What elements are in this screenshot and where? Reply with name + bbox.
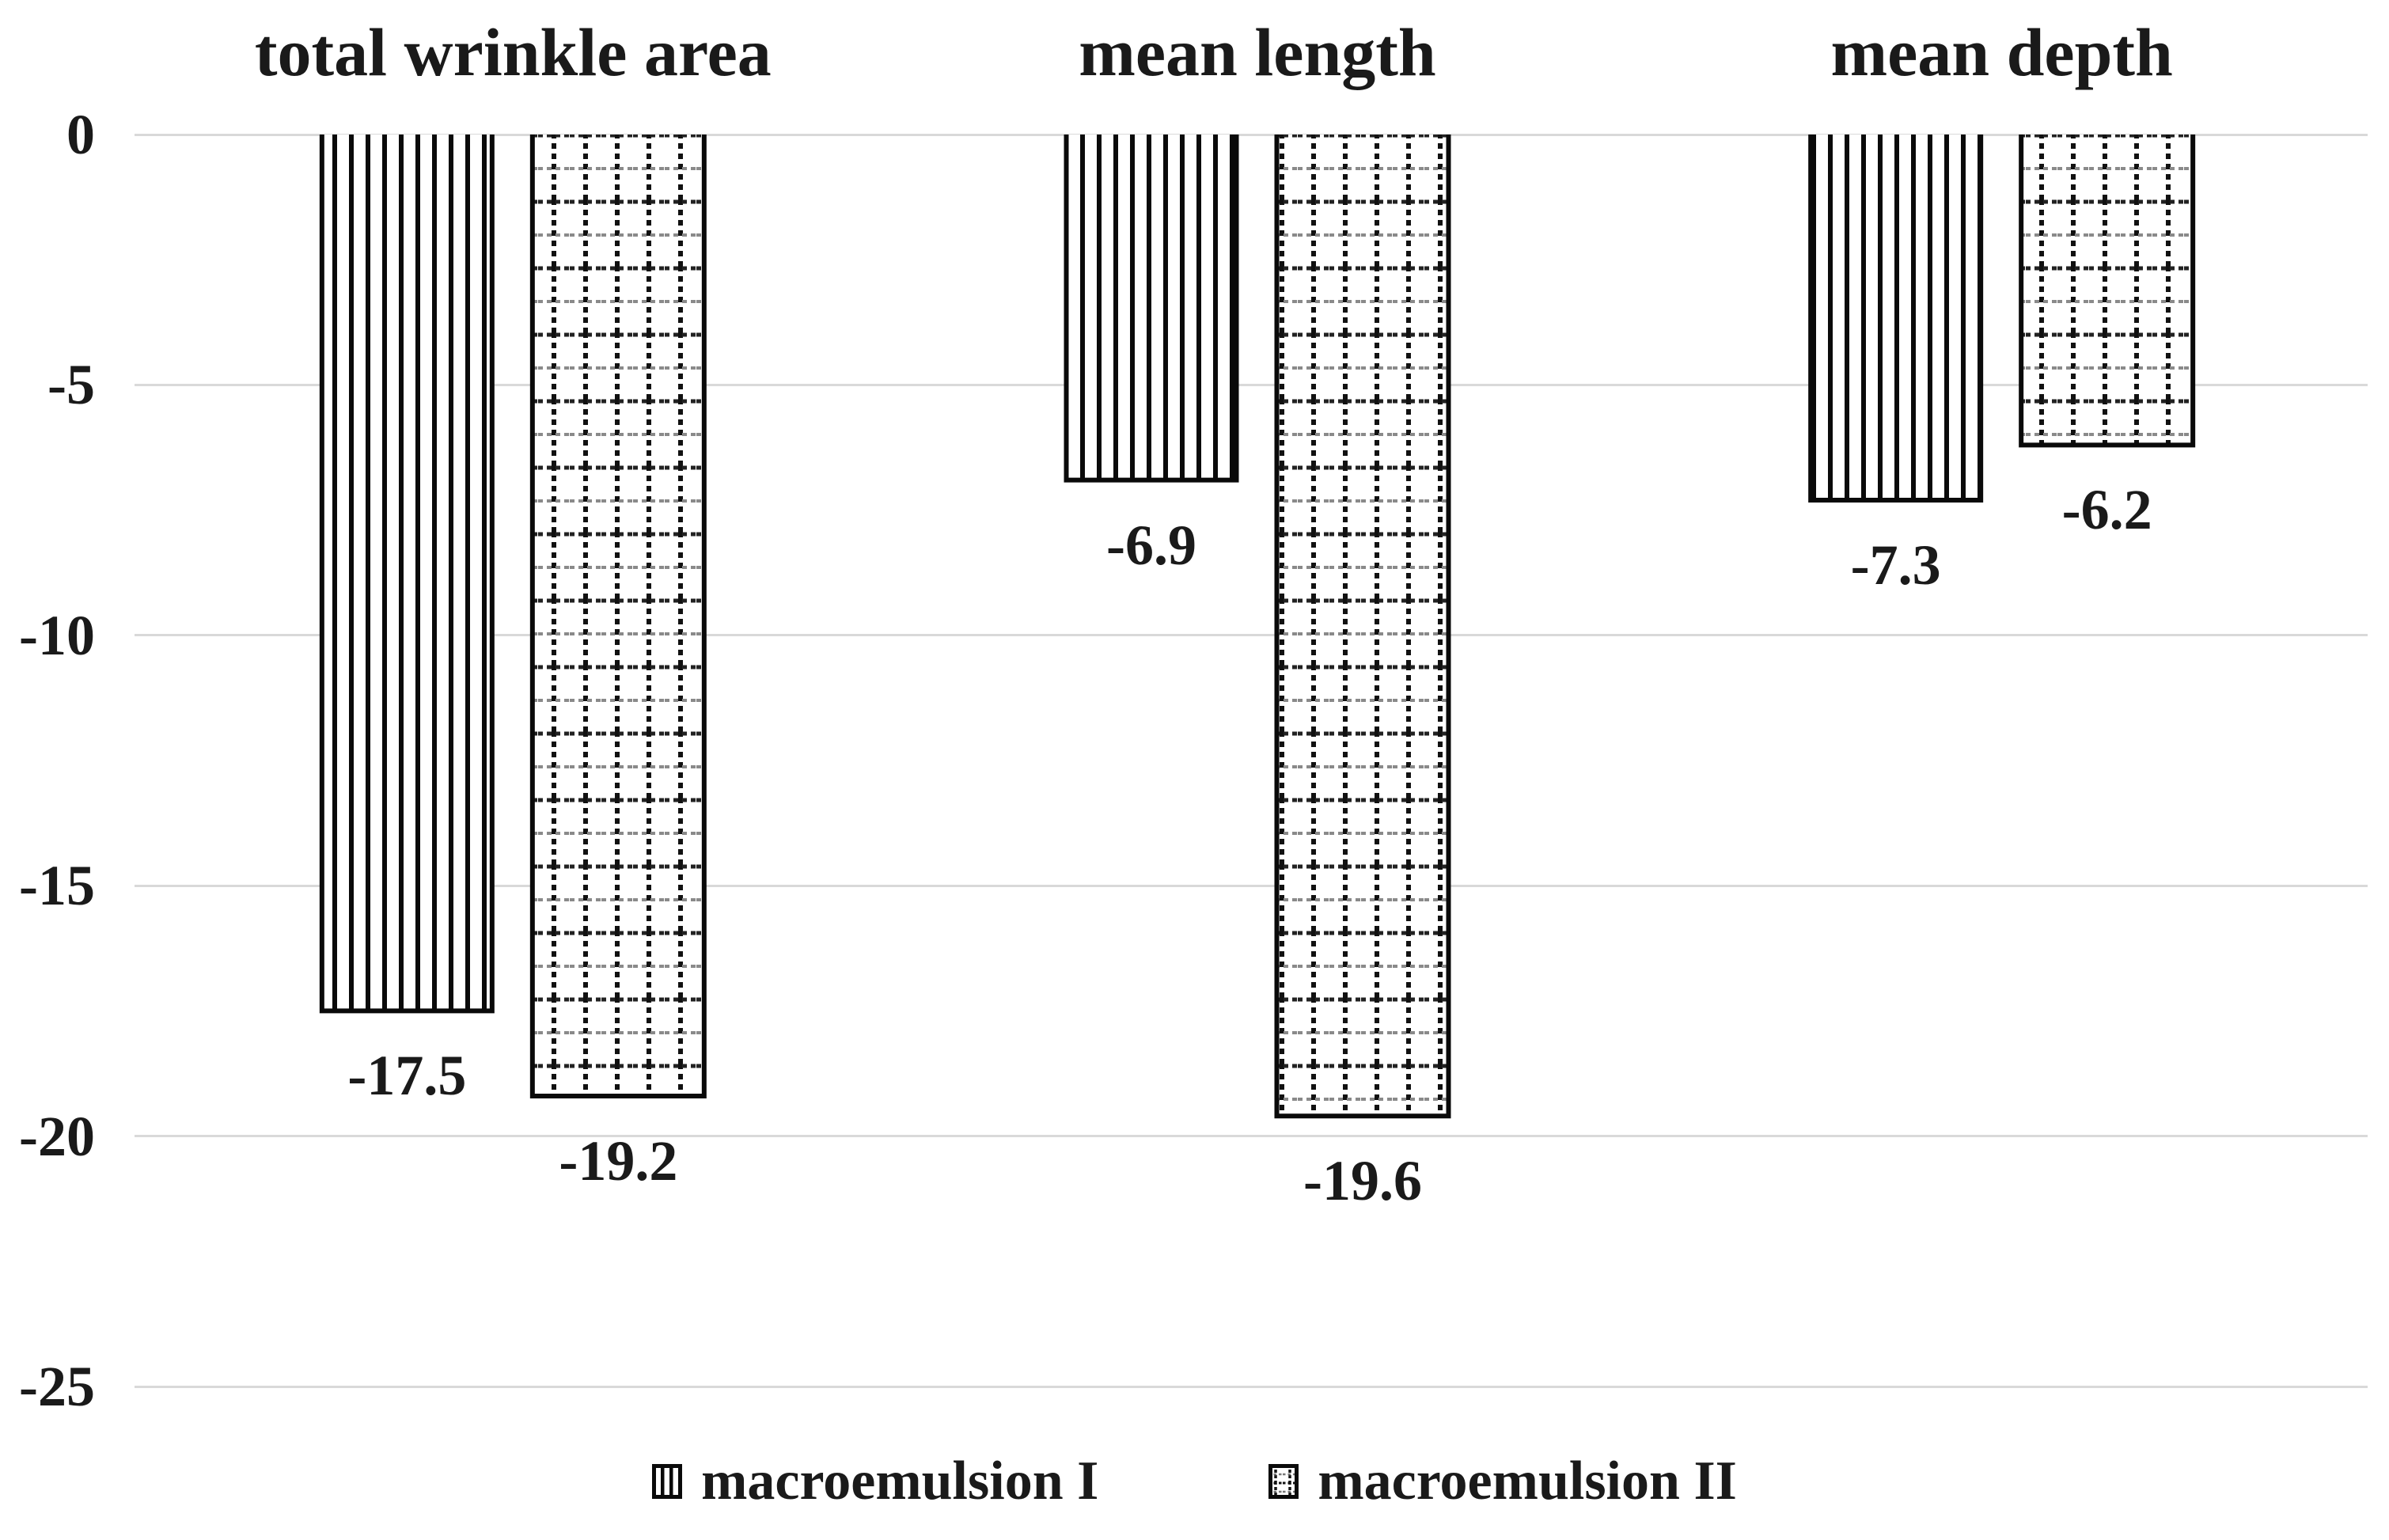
gridline xyxy=(135,1135,2368,1138)
bar-macroemulsion-ii xyxy=(2019,135,2196,448)
bar-value-label: -19.6 xyxy=(1303,1149,1422,1213)
legend-label: macroemulsion II xyxy=(1318,1451,1737,1512)
bar-macroemulsion-i xyxy=(1808,135,1984,503)
bar-macroemulsion-i xyxy=(1064,135,1239,483)
y-tick-label: -5 xyxy=(47,353,95,417)
category-title: mean length xyxy=(1079,14,1436,90)
bar-macroemulsion-ii xyxy=(1274,135,1451,1119)
legend-item-macroemulsion-1: macroemulsion I xyxy=(652,1450,1098,1513)
category-title: total wrinkle area xyxy=(254,14,772,90)
gridline xyxy=(135,884,2368,887)
bars-layer xyxy=(319,135,2196,1119)
bar-value-label: -6.9 xyxy=(1106,513,1196,577)
legend-item-macroemulsion-2: macroemulsion II xyxy=(1268,1450,1737,1513)
category-title: mean depth xyxy=(1830,14,2173,90)
gridline xyxy=(135,383,2368,386)
gridline xyxy=(135,1385,2368,1388)
gridline xyxy=(135,634,2368,637)
bar-value-label: -6.2 xyxy=(2061,478,2152,542)
dotted-grid-pattern-swatch-icon xyxy=(1268,1464,1299,1499)
bar-macroemulsion-i xyxy=(319,135,495,1014)
legend: macroemulsion I macroemulsion II xyxy=(0,1450,2389,1513)
bar-value-label: -17.5 xyxy=(347,1044,467,1108)
gridline xyxy=(135,133,2368,136)
y-tick-label: -15 xyxy=(19,854,95,918)
y-tick-label: -20 xyxy=(19,1104,95,1168)
legend-label: macroemulsion I xyxy=(701,1451,1099,1512)
y-tick-label: -10 xyxy=(19,603,95,667)
stripe-pattern-swatch-icon xyxy=(652,1464,683,1499)
bar-macroemulsion-ii xyxy=(529,135,707,1098)
y-tick-label: 0 xyxy=(66,103,95,166)
y-tick-label: -25 xyxy=(19,1355,95,1418)
bar-value-label: -19.2 xyxy=(559,1128,678,1193)
bar-value-label: -7.3 xyxy=(1850,533,1941,597)
